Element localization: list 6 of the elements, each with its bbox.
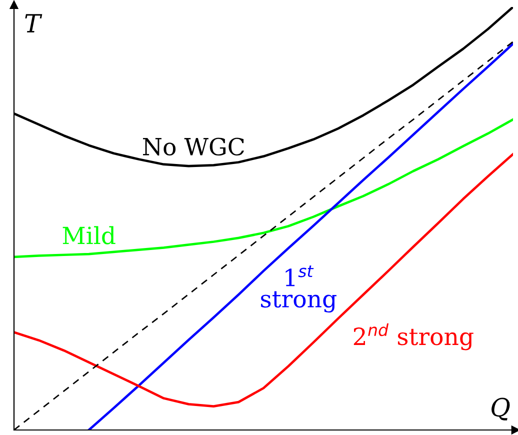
series-label: 2$^{nd}$ strong bbox=[354, 323, 474, 350]
series-label: Mild bbox=[62, 226, 116, 244]
x-axis-title: Q bbox=[492, 398, 510, 420]
y-axis-title: T bbox=[25, 14, 42, 32]
series-label: No WGC bbox=[143, 138, 244, 156]
series-label: 1$^{st}$ strong bbox=[261, 265, 336, 313]
